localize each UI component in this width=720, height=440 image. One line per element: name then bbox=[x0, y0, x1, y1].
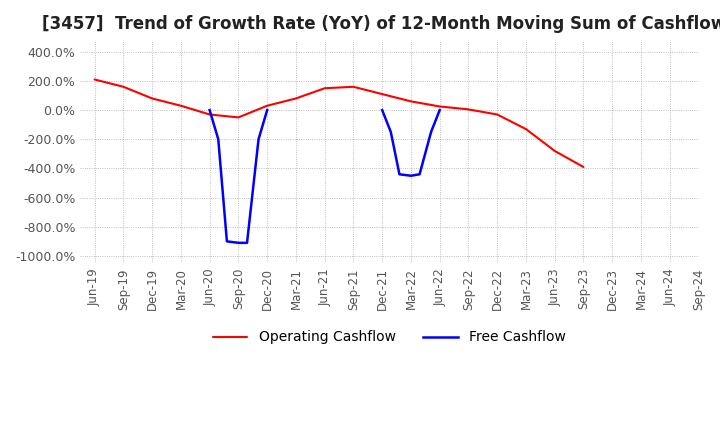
Operating Cashflow bbox=[464, 107, 473, 112]
Legend: Operating Cashflow, Free Cashflow: Operating Cashflow, Free Cashflow bbox=[207, 325, 572, 350]
Free Cashflow bbox=[214, 137, 222, 142]
Operating Cashflow bbox=[119, 84, 127, 89]
Free Cashflow bbox=[243, 240, 251, 246]
Operating Cashflow bbox=[320, 86, 329, 91]
Free Cashflow bbox=[222, 239, 231, 244]
Operating Cashflow bbox=[522, 126, 531, 132]
Operating Cashflow bbox=[493, 112, 502, 117]
Operating Cashflow bbox=[550, 148, 559, 154]
Operating Cashflow bbox=[292, 96, 300, 101]
Operating Cashflow bbox=[579, 165, 588, 170]
Title: [3457]  Trend of Growth Rate (YoY) of 12-Month Moving Sum of Cashflows: [3457] Trend of Growth Rate (YoY) of 12-… bbox=[42, 15, 720, 33]
Line: Operating Cashflow: Operating Cashflow bbox=[94, 80, 583, 167]
Operating Cashflow bbox=[436, 104, 444, 109]
Free Cashflow bbox=[254, 137, 263, 142]
Operating Cashflow bbox=[349, 84, 358, 89]
Operating Cashflow bbox=[263, 103, 271, 108]
Free Cashflow bbox=[234, 240, 243, 246]
Operating Cashflow bbox=[90, 77, 99, 82]
Operating Cashflow bbox=[148, 96, 156, 101]
Operating Cashflow bbox=[176, 103, 185, 108]
Operating Cashflow bbox=[205, 112, 214, 117]
Operating Cashflow bbox=[378, 92, 387, 97]
Operating Cashflow bbox=[234, 115, 243, 120]
Operating Cashflow bbox=[407, 99, 415, 104]
Free Cashflow bbox=[205, 107, 214, 113]
Free Cashflow bbox=[263, 107, 271, 113]
Line: Free Cashflow: Free Cashflow bbox=[210, 110, 267, 243]
